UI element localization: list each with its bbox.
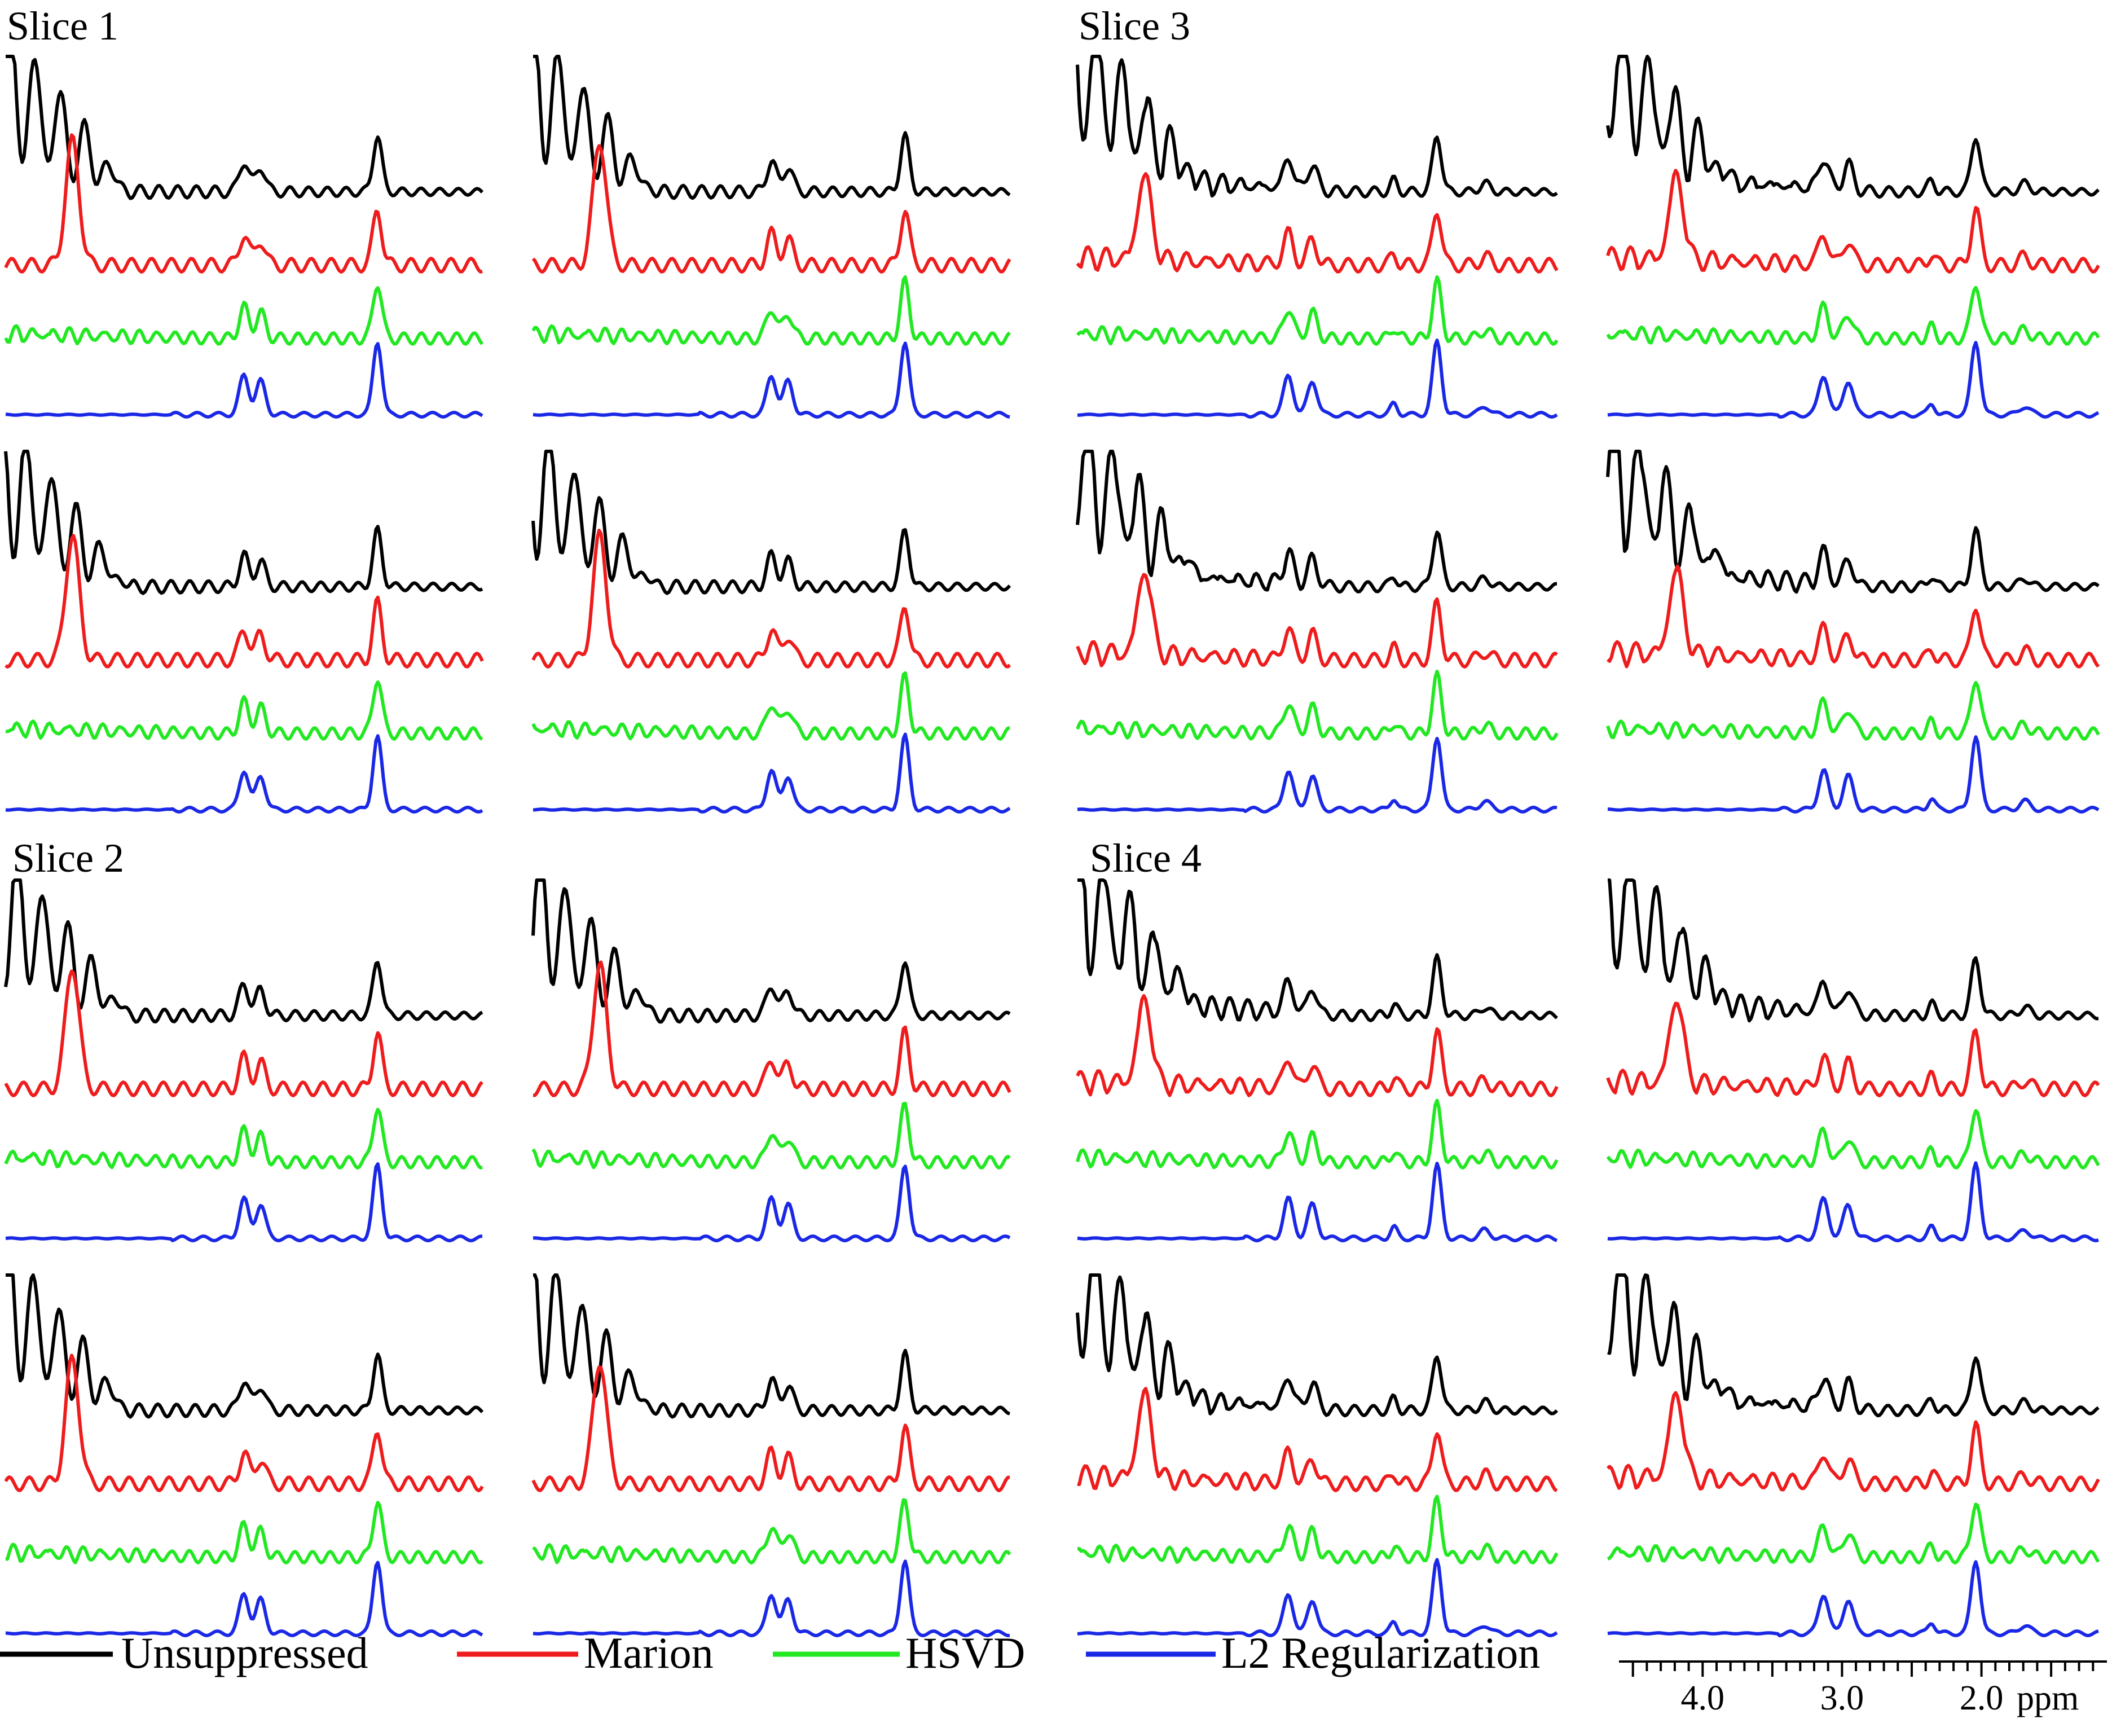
hsvd-trace	[1606, 1109, 2100, 1170]
l2-regularization-trace	[533, 1164, 1011, 1242]
hsvd-trace	[531, 275, 1011, 346]
marion-trace	[531, 1365, 1010, 1492]
unsuppressed-trace	[1076, 55, 1558, 199]
l2-regularization-trace	[1077, 737, 1557, 814]
hsvd-trace	[1607, 1502, 2100, 1564]
slice-2-panel-3	[4, 1273, 484, 1637]
legend-label-unsuppressed: Unsuppressed	[121, 1628, 368, 1677]
legend-label-l2: L2 Regularization	[1221, 1628, 1540, 1677]
unsuppressed-trace	[531, 878, 1011, 1024]
ppm-axis-ticks	[1631, 1662, 2095, 1677]
unsuppressed-trace	[4, 878, 483, 1024]
hsvd-trace	[1076, 275, 1559, 346]
l2-regularization-trace	[1077, 1558, 1558, 1637]
marion-trace	[5, 534, 484, 669]
marion-trace	[1606, 1001, 2100, 1097]
ppm-tick-label-2: 2.0	[1960, 1679, 2004, 1717]
l2-regularization-trace	[5, 1162, 483, 1242]
unsuppressed-trace	[1606, 55, 2100, 199]
slice-2-panel-1	[4, 878, 483, 1242]
hsvd-trace	[531, 671, 1010, 741]
slice-3-panel-3	[1076, 450, 1559, 814]
slice-4-panel-2	[1606, 878, 2100, 1242]
hsvd-trace	[1606, 285, 2100, 346]
marion-trace	[1606, 169, 2100, 274]
unsuppressed-trace	[1606, 450, 2100, 594]
hsvd-trace	[4, 286, 484, 346]
slice-2-title: Slice 2	[12, 836, 124, 881]
slice-3-panel-2	[1606, 55, 2100, 419]
unsuppressed-trace	[1077, 878, 1558, 1023]
unsuppressed-trace	[1076, 1273, 1559, 1418]
slice-4-panel-4	[1606, 1273, 2100, 1637]
hsvd-trace	[532, 1498, 1011, 1564]
l2-regularization-trace	[5, 734, 483, 814]
unsuppressed-trace	[533, 1273, 1010, 1419]
ppm-axis: 4.0 3.0 2.0 ppm	[1619, 1660, 2107, 1717]
marion-trace	[1076, 172, 1559, 274]
marion-trace	[4, 969, 483, 1097]
unsuppressed-trace	[1076, 450, 1557, 594]
spectra-panels	[4, 55, 2100, 1637]
slice-1-panel-3	[4, 450, 484, 814]
marion-trace	[1077, 1387, 1558, 1492]
slice-3-title: Slice 3	[1079, 3, 1190, 49]
l2-regularization-trace	[1077, 339, 1558, 419]
ppm-tick-label-4: 4.0	[1681, 1679, 1725, 1717]
slice-4-panel-1	[1076, 878, 1559, 1242]
hsvd-trace	[5, 680, 483, 741]
legend: Unsuppressed Marion HSVD L2 Regularizati…	[0, 1628, 1540, 1677]
legend-label-marion: Marion	[584, 1628, 714, 1677]
l2-regularization-trace	[533, 732, 1011, 814]
hsvd-trace	[1606, 680, 2100, 741]
unsuppressed-trace	[4, 450, 483, 595]
l2-regularization-trace	[5, 1561, 483, 1637]
hsvd-trace	[531, 1101, 1011, 1170]
unsuppressed-trace	[1607, 1273, 2100, 1418]
marion-trace	[1606, 1391, 2100, 1492]
slice-1-panel-2	[531, 55, 1011, 419]
unsuppressed-trace	[1608, 878, 2099, 1023]
hsvd-trace	[1077, 1495, 1559, 1564]
l2-regularization-trace	[533, 1559, 1010, 1637]
slice-2-panel-2	[531, 878, 1011, 1242]
slice-1-title: Slice 1	[7, 3, 118, 49]
ppm-tick-label-3: 3.0	[1820, 1679, 1864, 1717]
unsuppressed-trace	[533, 55, 1011, 200]
slice-3-panel-1	[1076, 55, 1559, 419]
l2-regularization-trace	[5, 342, 483, 419]
marion-trace	[531, 529, 1011, 669]
l2-regularization-trace	[1077, 1162, 1558, 1242]
marion-trace	[1607, 564, 2100, 669]
l2-regularization-trace	[1607, 1161, 2099, 1242]
slice-1-panel-1	[4, 55, 484, 419]
unsuppressed-trace	[6, 1273, 484, 1419]
hsvd-trace	[5, 1501, 484, 1564]
hsvd-trace	[1076, 1098, 1559, 1170]
l2-regularization-trace	[1607, 735, 2100, 814]
marion-trace	[4, 1353, 484, 1492]
legend-label-hsvd: HSVD	[905, 1628, 1025, 1677]
unsuppressed-trace	[6, 55, 484, 200]
slice-4-title: Slice 4	[1090, 836, 1202, 881]
hsvd-trace	[1076, 670, 1559, 741]
marion-trace	[531, 144, 1011, 274]
l2-regularization-trace	[1607, 341, 2100, 419]
marion-trace	[1076, 994, 1559, 1097]
slice-2-panel-4	[531, 1273, 1011, 1637]
l2-regularization-trace	[1607, 1560, 2099, 1637]
l2-regularization-trace	[533, 341, 1010, 419]
slice-3-panel-4	[1606, 450, 2100, 814]
marion-trace	[1076, 573, 1558, 669]
slice-1-panel-4	[531, 450, 1011, 814]
hsvd-trace	[4, 1107, 483, 1170]
marion-trace	[533, 960, 1011, 1097]
slice-4-panel-3	[1076, 1273, 1559, 1637]
marion-trace	[4, 133, 483, 274]
ppm-axis-unit: ppm	[2017, 1679, 2079, 1717]
unsuppressed-trace	[531, 450, 1011, 595]
